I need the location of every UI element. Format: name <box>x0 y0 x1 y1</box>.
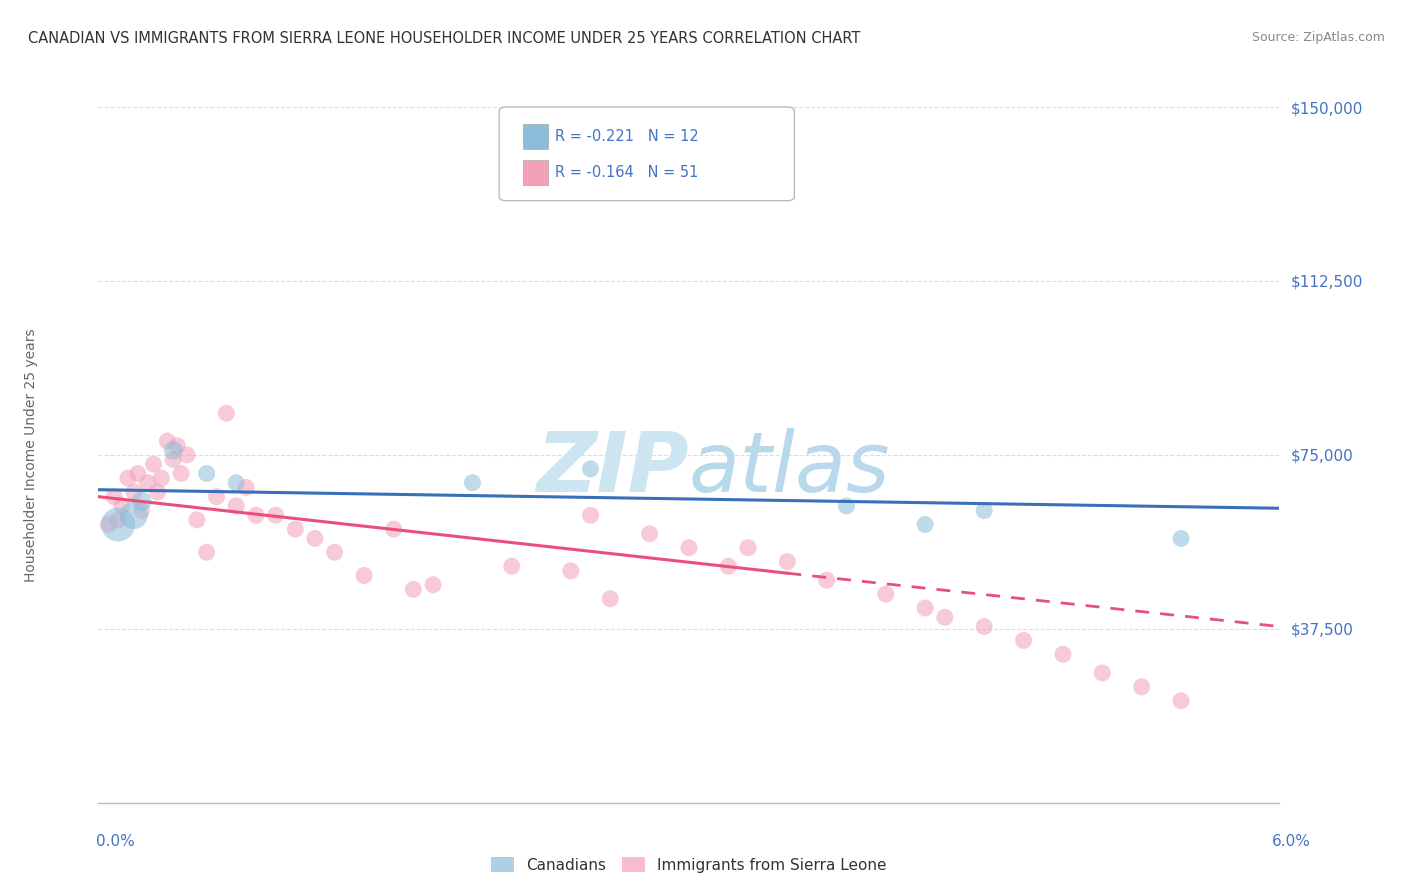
Point <box>162 443 184 458</box>
Point <box>973 619 995 633</box>
Point <box>422 578 444 592</box>
Point <box>875 587 897 601</box>
Point <box>150 471 173 485</box>
Point <box>107 517 129 532</box>
Point <box>117 471 139 485</box>
Point <box>1130 680 1153 694</box>
Point <box>111 499 134 513</box>
Text: ZIP: ZIP <box>536 428 689 509</box>
Point <box>599 591 621 606</box>
Point <box>815 573 838 587</box>
Text: 0.0%: 0.0% <box>96 834 135 849</box>
Point <box>176 448 198 462</box>
Point <box>835 499 858 513</box>
Point <box>166 439 188 453</box>
Point <box>579 462 602 476</box>
Text: R = -0.221   N = 12: R = -0.221 N = 12 <box>555 129 699 144</box>
Text: Householder Income Under 25 years: Householder Income Under 25 years <box>24 328 38 582</box>
Point <box>142 457 165 471</box>
Text: R = -0.164   N = 51: R = -0.164 N = 51 <box>555 165 699 179</box>
Point <box>638 526 661 541</box>
Point <box>131 503 153 517</box>
Legend: Canadians, Immigrants from Sierra Leone: Canadians, Immigrants from Sierra Leone <box>485 850 893 879</box>
Point <box>776 555 799 569</box>
Point <box>1170 532 1192 546</box>
Point <box>579 508 602 523</box>
Point <box>170 467 193 481</box>
Point <box>225 475 247 490</box>
Point <box>146 485 169 500</box>
Point <box>1170 694 1192 708</box>
Point <box>1052 648 1074 662</box>
Point <box>136 475 159 490</box>
Point <box>304 532 326 546</box>
Point <box>186 513 208 527</box>
Text: Source: ZipAtlas.com: Source: ZipAtlas.com <box>1251 31 1385 45</box>
Text: 6.0%: 6.0% <box>1271 834 1310 849</box>
Point <box>215 406 238 420</box>
Point <box>225 499 247 513</box>
Point <box>235 480 257 494</box>
Point <box>717 559 740 574</box>
Point <box>162 452 184 467</box>
Point <box>973 503 995 517</box>
Point <box>914 517 936 532</box>
Point <box>122 485 145 500</box>
Point <box>461 475 484 490</box>
Point <box>131 494 153 508</box>
Point <box>245 508 267 523</box>
Point <box>264 508 287 523</box>
Point <box>560 564 582 578</box>
Point <box>1012 633 1035 648</box>
Point <box>284 522 307 536</box>
Point <box>205 490 228 504</box>
Point <box>323 545 346 559</box>
Point <box>914 601 936 615</box>
Point <box>195 467 218 481</box>
Point <box>737 541 759 555</box>
Point <box>353 568 375 582</box>
Point <box>156 434 179 448</box>
Point <box>402 582 425 597</box>
Point <box>934 610 956 624</box>
Text: CANADIAN VS IMMIGRANTS FROM SIERRA LEONE HOUSEHOLDER INCOME UNDER 25 YEARS CORRE: CANADIAN VS IMMIGRANTS FROM SIERRA LEONE… <box>28 31 860 46</box>
Point <box>97 517 120 532</box>
Point <box>195 545 218 559</box>
Text: atlas: atlas <box>689 428 890 509</box>
Point <box>678 541 700 555</box>
Point <box>103 490 125 504</box>
Point <box>1091 665 1114 680</box>
Point <box>501 559 523 574</box>
Point <box>122 508 145 523</box>
Point <box>127 467 149 481</box>
Point <box>107 513 129 527</box>
Point <box>382 522 405 536</box>
